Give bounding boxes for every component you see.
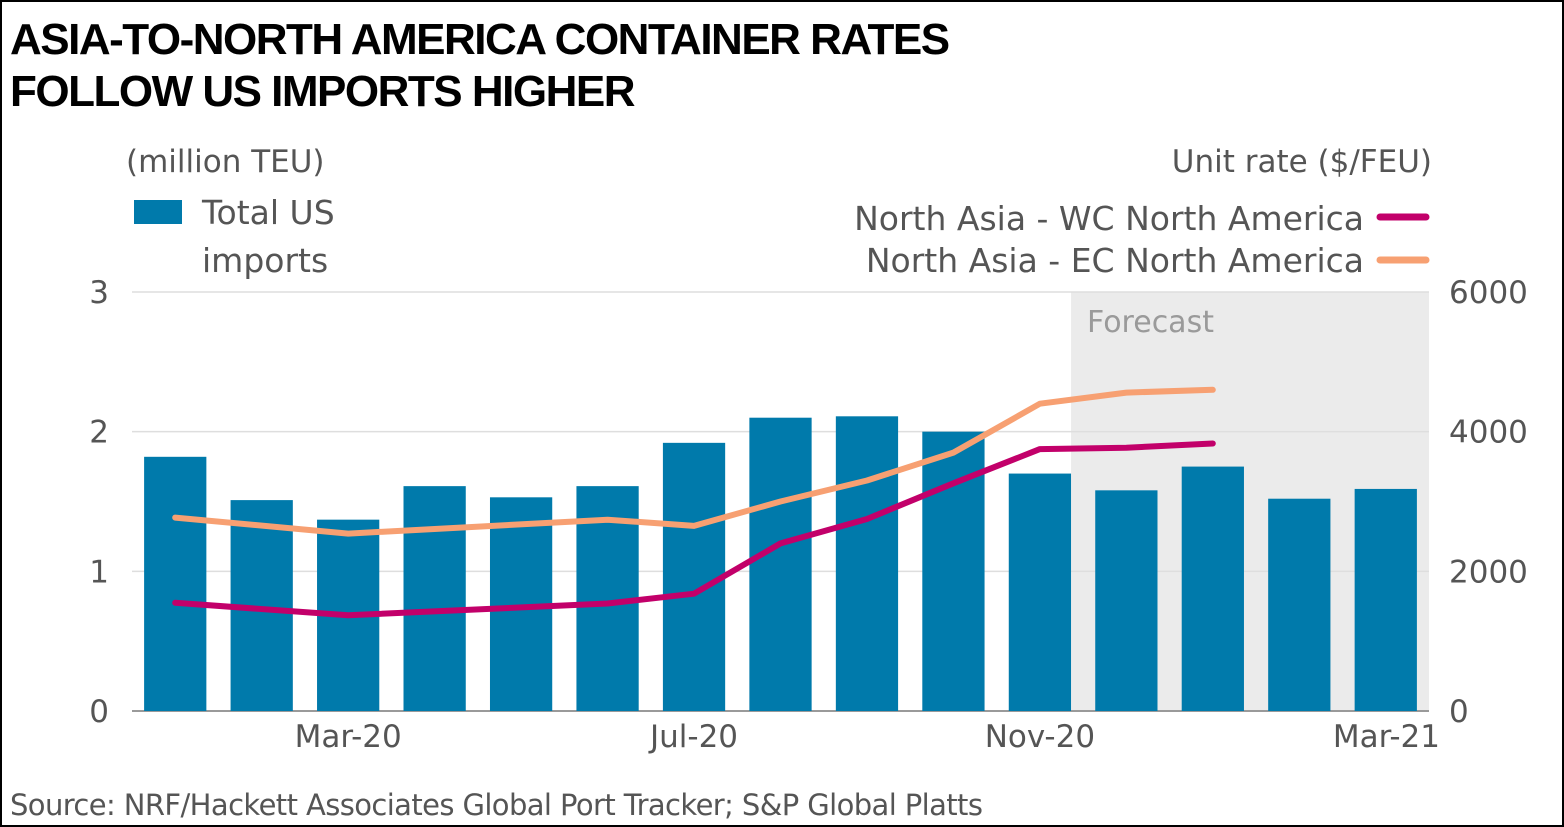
line-ec: [172, 386, 1216, 537]
legend-swatch-imports: [134, 200, 182, 224]
title-line-2: FOLLOW US IMPORTS HIGHER: [10, 67, 635, 116]
right-tick-label: 0: [1449, 694, 1469, 730]
line-wc: [172, 440, 1216, 619]
left-tick-label: 1: [89, 554, 109, 590]
bar-Feb-21: [1268, 498, 1331, 711]
bar-series: [144, 416, 1417, 711]
bar-Nov-20: [1008, 473, 1072, 711]
chart-title: ASIA-TO-NORTH AMERICA CONTAINER RATES FO…: [10, 14, 950, 118]
line-series: [172, 386, 1216, 619]
x-tick-label: Mar-20: [295, 719, 402, 755]
left-axis-label: (million TEU): [126, 144, 325, 180]
left-tick-label: 3: [89, 275, 109, 311]
x-tick-label: Jul-20: [648, 719, 738, 755]
x-tick-label: Mar-21: [1333, 719, 1440, 755]
bar-Aug-20: [749, 417, 812, 711]
right-tick-label: 6000: [1449, 275, 1528, 311]
bar-Jan-21: [1181, 466, 1244, 711]
legend-label-ec: North Asia - EC North America: [866, 241, 1364, 280]
right-tick-label: 4000: [1449, 415, 1528, 451]
bar-Jan-20: [144, 456, 207, 711]
bar-Apr-20: [403, 486, 466, 711]
legend-label-wc: North Asia - WC North America: [854, 199, 1364, 238]
legend-label-imports-2: imports: [202, 241, 328, 280]
right-axis-ticks: 0 2000 4000 6000: [1449, 275, 1528, 730]
x-axis-ticks: Mar-20 Jul-20 Nov-20 Mar-21: [295, 719, 1440, 755]
bar-Jul-20: [662, 442, 726, 711]
right-tick-label: 2000: [1449, 554, 1528, 590]
left-tick-label: 0: [89, 694, 109, 730]
forecast-label: Forecast: [1087, 305, 1214, 340]
title-line-1: ASIA-TO-NORTH AMERICA CONTAINER RATES: [10, 15, 950, 64]
x-tick-label: Nov-20: [985, 719, 1095, 755]
bar-Mar-21: [1354, 488, 1417, 711]
left-tick-label: 2: [89, 415, 109, 451]
left-axis-ticks: 0 1 2 3: [89, 275, 109, 730]
source-note: Source: NRF/Hackett Associates Global Po…: [10, 788, 983, 822]
bar-Sep-20: [835, 416, 899, 711]
bar-Dec-20: [1095, 490, 1158, 711]
right-axis-label: Unit rate ($/FEU): [1172, 144, 1432, 180]
legend-label-imports-1: Total US: [201, 193, 335, 232]
